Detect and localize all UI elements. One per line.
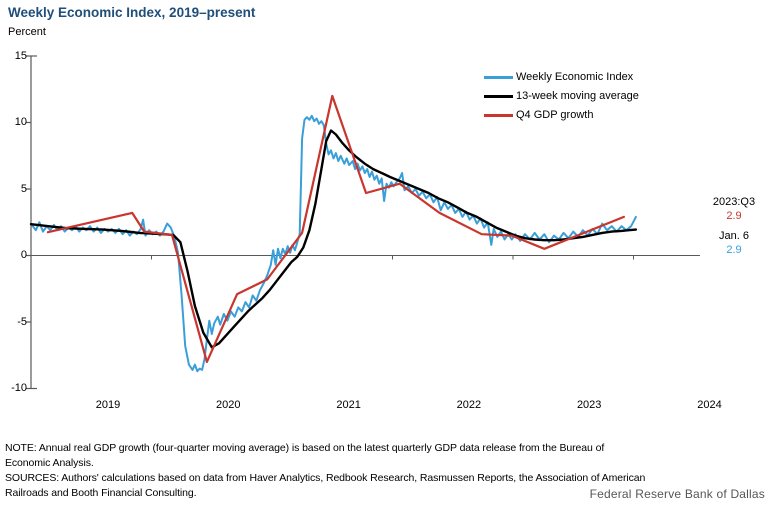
gdp-latest-value: 2.9: [726, 210, 742, 222]
source-line-2: Railroads and Booth Financial Consulting…: [5, 487, 197, 499]
note-line-2: Economic Analysis.: [5, 457, 94, 469]
legend-item-ma: 13-week moving average: [484, 89, 639, 103]
ma-line-swatch: [484, 94, 513, 98]
gdp-line: [46, 94, 626, 363]
note-line-1: NOTE: Annual real GDP growth (four-quart…: [5, 442, 605, 454]
legend-item-wei: Weekly Economic Index: [484, 70, 633, 84]
wei-latest-value: 2.9: [726, 244, 742, 256]
y-tick-label: -10: [11, 382, 27, 394]
wei-line-swatch: [484, 75, 513, 79]
y-tick-label: 10: [14, 116, 27, 128]
chart-title: Weekly Economic Index, 2019–present: [8, 5, 256, 20]
x-year-label: 2024: [697, 399, 722, 411]
org-wordmark: Federal Reserve Bank of Dallas: [589, 487, 765, 501]
legend-label-gdp: Q4 GDP growth: [516, 109, 594, 121]
legend-item-gdp: Q4 GDP growth: [484, 108, 593, 122]
gdp-latest-label: 2023:Q3: [712, 196, 756, 208]
x-year-label: 2023: [576, 399, 602, 411]
legend-label-wei: Weekly Economic Index: [516, 71, 634, 83]
y-tick-label: 0: [20, 249, 27, 261]
wei-line: [30, 114, 637, 373]
gdp-line-swatch: [484, 113, 513, 117]
wei-latest-label: Jan. 6: [719, 230, 749, 242]
y-axis-unit-label: Percent: [8, 26, 46, 38]
legend-label-ma: 13-week moving average: [516, 90, 639, 102]
y-tick-label: 5: [20, 182, 27, 195]
x-year-label: 2022: [456, 399, 482, 411]
x-year-label: 2019: [95, 399, 121, 411]
y-tick-label: 15: [14, 49, 27, 62]
chart-svg: [26, 55, 700, 390]
x-year-label: 2021: [336, 399, 361, 411]
x-year-label: 2020: [216, 399, 241, 411]
y-tick-label: -5: [17, 315, 27, 328]
ma-line: [29, 129, 638, 349]
source-line-1: SOURCES: Authors' calculations based on …: [5, 472, 646, 484]
notes-block: NOTE: Annual real GDP growth (four-quart…: [5, 441, 765, 501]
